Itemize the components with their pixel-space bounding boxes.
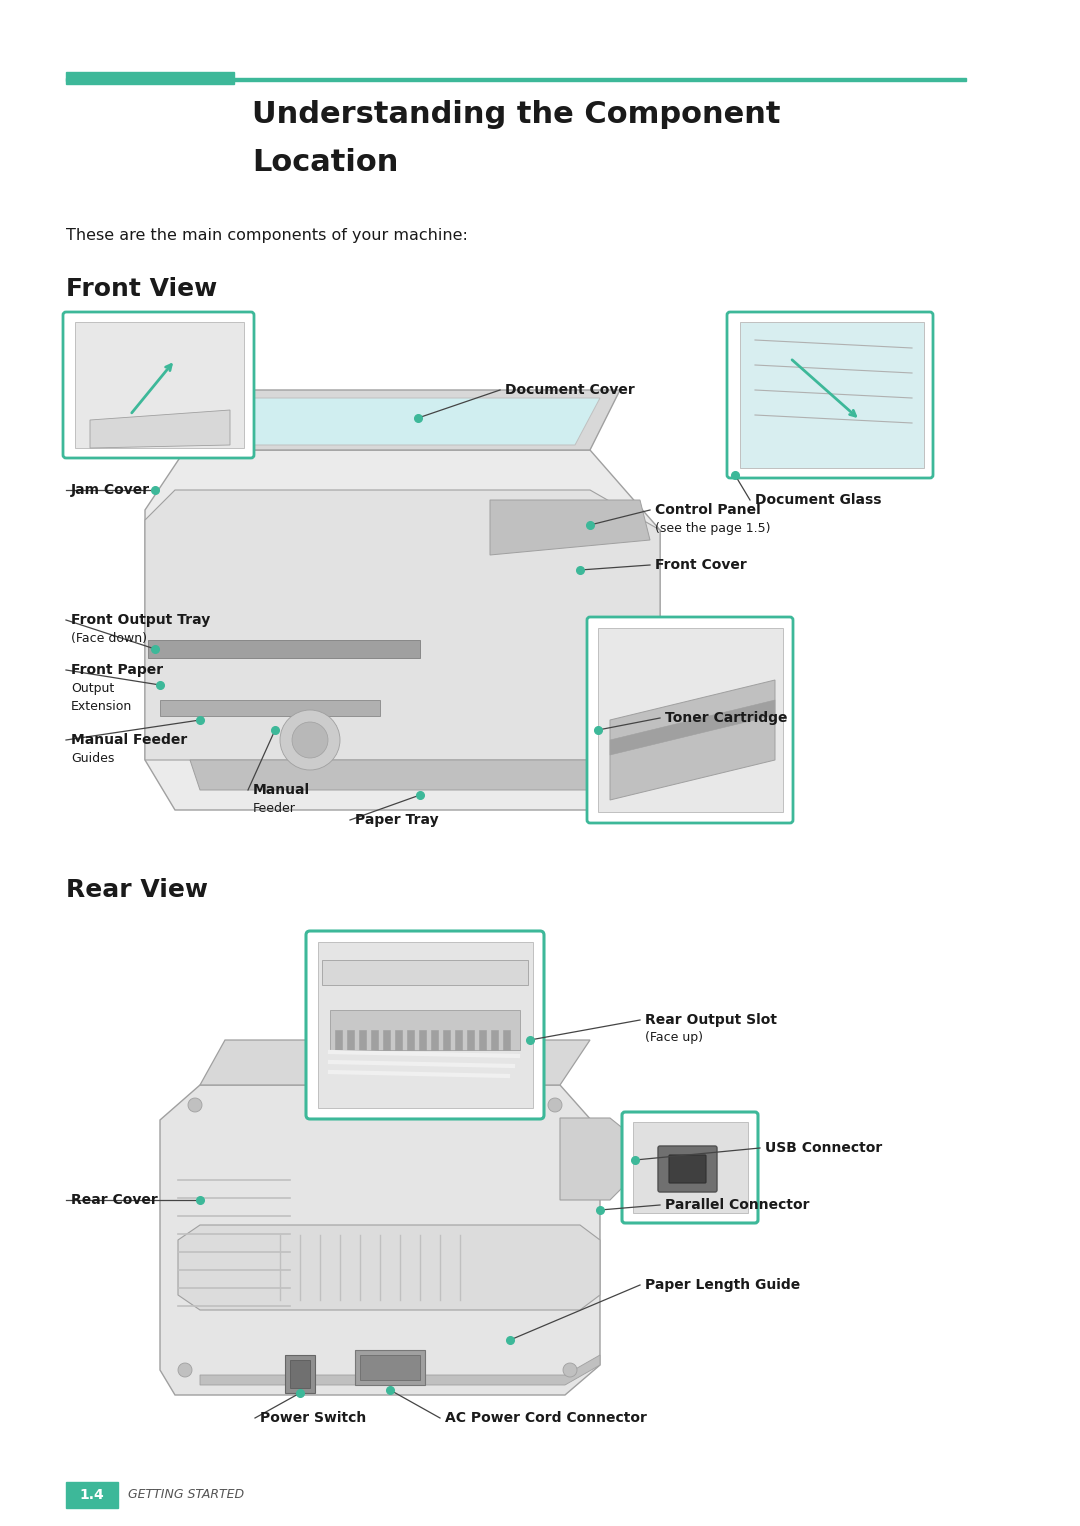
Circle shape: [280, 710, 340, 771]
Circle shape: [292, 722, 328, 758]
Bar: [443, 1030, 450, 1050]
Text: Rear Cover: Rear Cover: [71, 1193, 158, 1207]
Polygon shape: [148, 639, 420, 658]
Polygon shape: [740, 322, 924, 468]
Text: Parallel Connector: Parallel Connector: [665, 1198, 810, 1212]
Bar: [455, 1030, 462, 1050]
Text: Paper Length Guide: Paper Length Guide: [645, 1277, 800, 1293]
Text: Jam Cover: Jam Cover: [71, 484, 150, 497]
Bar: [355, 1351, 426, 1386]
FancyBboxPatch shape: [727, 311, 933, 478]
Text: Understanding the Component: Understanding the Component: [252, 101, 781, 130]
Text: Rear Output Slot: Rear Output Slot: [645, 1013, 777, 1027]
Bar: [359, 1030, 366, 1050]
Polygon shape: [190, 760, 635, 790]
Polygon shape: [598, 629, 783, 812]
Text: Front Output Tray: Front Output Tray: [71, 613, 211, 627]
Bar: [503, 1030, 510, 1050]
Bar: [66, 72, 234, 84]
Text: GETTING STARTED: GETTING STARTED: [129, 1488, 244, 1502]
Text: AC Power Cord Connector: AC Power Cord Connector: [445, 1412, 647, 1425]
Text: Output: Output: [71, 682, 114, 694]
Polygon shape: [200, 1355, 600, 1386]
Polygon shape: [490, 501, 650, 555]
FancyBboxPatch shape: [669, 1155, 706, 1183]
Polygon shape: [160, 1085, 600, 1395]
Text: Power Switch: Power Switch: [260, 1412, 366, 1425]
FancyBboxPatch shape: [658, 1146, 717, 1192]
Text: Document Glass: Document Glass: [755, 493, 881, 507]
Polygon shape: [200, 1041, 590, 1085]
Bar: [347, 1030, 354, 1050]
Bar: [66, 78, 966, 81]
Polygon shape: [145, 450, 660, 810]
Bar: [335, 1030, 342, 1050]
Text: Front Cover: Front Cover: [654, 559, 746, 572]
Text: Front View: Front View: [66, 278, 217, 301]
Polygon shape: [610, 700, 775, 755]
Polygon shape: [610, 681, 775, 800]
Circle shape: [188, 1099, 202, 1112]
Circle shape: [178, 1363, 192, 1376]
Polygon shape: [318, 942, 534, 1108]
Text: Front Paper: Front Paper: [71, 662, 163, 678]
Polygon shape: [561, 1119, 625, 1199]
Polygon shape: [322, 960, 528, 984]
Text: Document Cover: Document Cover: [505, 383, 635, 397]
Bar: [383, 1030, 390, 1050]
Text: Manual Feeder: Manual Feeder: [71, 732, 187, 748]
FancyBboxPatch shape: [622, 1112, 758, 1222]
Bar: [467, 1030, 474, 1050]
Text: These are the main components of your machine:: These are the main components of your ma…: [66, 227, 468, 243]
Bar: [360, 1355, 420, 1380]
Bar: [66, 1482, 118, 1508]
Bar: [480, 1030, 486, 1050]
Bar: [431, 1030, 438, 1050]
Bar: [407, 1030, 414, 1050]
Polygon shape: [185, 391, 620, 450]
Polygon shape: [160, 700, 380, 716]
FancyBboxPatch shape: [63, 311, 254, 458]
Bar: [285, 1355, 315, 1393]
Text: Feeder: Feeder: [253, 801, 296, 815]
Polygon shape: [178, 1225, 600, 1309]
Polygon shape: [145, 490, 660, 760]
Text: Toner Cartridge: Toner Cartridge: [665, 711, 787, 725]
Text: Rear View: Rear View: [66, 877, 208, 902]
Bar: [372, 1030, 378, 1050]
Text: 1.4: 1.4: [80, 1488, 105, 1502]
Text: Paper Tray: Paper Tray: [355, 813, 438, 827]
Polygon shape: [330, 1010, 519, 1050]
Polygon shape: [633, 1122, 748, 1213]
Circle shape: [548, 1099, 562, 1112]
Bar: [491, 1030, 498, 1050]
Text: USB Connector: USB Connector: [765, 1141, 882, 1155]
Text: Extension: Extension: [71, 699, 132, 713]
Bar: [291, 1360, 310, 1389]
Text: Manual: Manual: [253, 783, 310, 797]
Polygon shape: [220, 398, 600, 446]
Text: (Face down): (Face down): [71, 632, 147, 644]
Polygon shape: [75, 322, 244, 449]
Text: (see the page 1.5): (see the page 1.5): [654, 522, 770, 534]
Polygon shape: [90, 410, 230, 449]
Bar: [419, 1030, 426, 1050]
Text: Location: Location: [252, 148, 399, 177]
Text: Guides: Guides: [71, 751, 114, 765]
Text: (Face up): (Face up): [645, 1032, 703, 1044]
Text: Control Panel: Control Panel: [654, 504, 760, 517]
Circle shape: [563, 1363, 577, 1376]
Bar: [395, 1030, 402, 1050]
FancyBboxPatch shape: [306, 931, 544, 1119]
FancyBboxPatch shape: [588, 617, 793, 823]
